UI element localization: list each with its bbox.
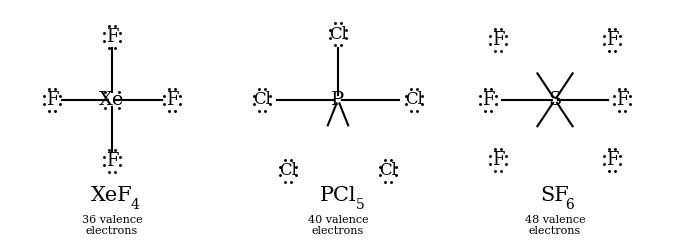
Text: F: F bbox=[106, 152, 118, 170]
Text: XeF: XeF bbox=[91, 186, 133, 205]
Text: F: F bbox=[166, 91, 178, 109]
Text: Cl: Cl bbox=[253, 91, 271, 108]
Text: PCl: PCl bbox=[320, 186, 356, 205]
Text: Xe: Xe bbox=[99, 91, 125, 109]
Text: 6: 6 bbox=[566, 198, 574, 212]
Text: 40 valence
electrons: 40 valence electrons bbox=[308, 215, 369, 236]
Text: 36 valence
electrons: 36 valence electrons bbox=[82, 215, 142, 236]
Text: F: F bbox=[46, 91, 58, 109]
Text: Cl: Cl bbox=[279, 162, 297, 179]
Text: F: F bbox=[605, 151, 618, 169]
Text: Cl: Cl bbox=[405, 91, 423, 108]
Text: F: F bbox=[492, 31, 504, 49]
Text: SF: SF bbox=[541, 186, 570, 205]
Text: F: F bbox=[492, 151, 504, 169]
Text: F: F bbox=[482, 91, 494, 109]
Text: F: F bbox=[616, 91, 628, 109]
Text: Cl: Cl bbox=[379, 162, 397, 179]
Text: F: F bbox=[605, 31, 618, 49]
Text: 48 valence
electrons: 48 valence electrons bbox=[524, 215, 585, 236]
Text: 5: 5 bbox=[356, 198, 365, 212]
Text: 4: 4 bbox=[130, 198, 139, 212]
Text: P: P bbox=[331, 91, 345, 109]
Text: Cl: Cl bbox=[329, 26, 347, 43]
Text: S: S bbox=[548, 91, 562, 109]
Text: F: F bbox=[106, 28, 118, 46]
